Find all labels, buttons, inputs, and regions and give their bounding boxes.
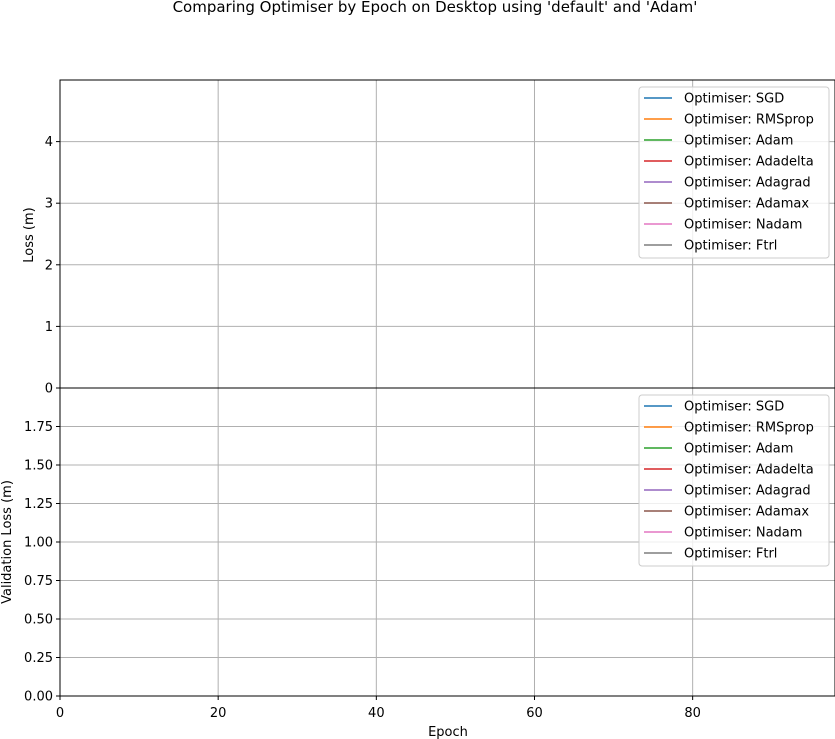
validation-loss-y-tick-label: 0.25 bbox=[24, 651, 53, 666]
validation-loss-legend-label: Optimiser: Adadelta bbox=[684, 463, 814, 478]
loss-y-ticks: 0 1 2 3 4 bbox=[45, 135, 60, 396]
x-tick-label: 60 bbox=[526, 706, 543, 721]
validation-loss-legend-label: Optimiser: Adam bbox=[684, 442, 793, 457]
validation-loss-y-tick-label: 0.75 bbox=[24, 574, 53, 589]
validation-loss-y-tick-label: 1.50 bbox=[24, 459, 53, 474]
loss-y-label: Loss (m) bbox=[22, 207, 37, 262]
validation-loss-legend-label: Optimiser: Adagrad bbox=[684, 484, 811, 499]
chart-title: Comparing Optimiser by Epoch on Desktop … bbox=[173, 0, 698, 16]
loss-legend-label: Optimiser: Ftrl bbox=[684, 239, 777, 254]
loss-legend-label: Optimiser: SGD bbox=[684, 92, 784, 107]
validation-loss-y-label: Validation Loss (m) bbox=[0, 480, 15, 604]
validation-loss-legend-label: Optimiser: Nadam bbox=[684, 526, 802, 541]
x-tick-label: 40 bbox=[368, 706, 385, 721]
loss-legend-label: Optimiser: Adamax bbox=[684, 197, 809, 212]
loss-legend-label: Optimiser: Adam bbox=[684, 134, 793, 149]
loss-legend-label: Optimiser: RMSprop bbox=[684, 113, 814, 128]
x-tick-label: 20 bbox=[210, 706, 227, 721]
loss-y-tick-label: 4 bbox=[45, 135, 53, 150]
loss-legend[interactable]: Optimiser: SGD Optimiser: RMSprop Optimise… bbox=[639, 87, 829, 258]
validation-loss-y-tick-label: 1.00 bbox=[24, 536, 53, 551]
loss-legend-label: Optimiser: Adagrad bbox=[684, 176, 811, 191]
loss-legend-label: Optimiser: Adadelta bbox=[684, 155, 814, 170]
validation-loss-y-tick-label: 0.00 bbox=[24, 690, 53, 705]
loss-y-tick-label: 0 bbox=[45, 382, 53, 397]
loss-y-tick-label: 2 bbox=[45, 258, 53, 273]
loss-y-tick-label: 3 bbox=[45, 197, 53, 212]
validation-loss-y-tick-label: 1.25 bbox=[24, 497, 53, 512]
x-tick-label: 80 bbox=[684, 706, 701, 721]
validation-loss-y-tick-label: 1.75 bbox=[24, 420, 53, 435]
x-axis-label: Epoch bbox=[428, 725, 468, 739]
loss-y-tick-label: 1 bbox=[45, 320, 53, 335]
validation-loss-legend-label: Optimiser: SGD bbox=[684, 400, 784, 415]
validation-loss-legend[interactable]: Optimiser: SGD Optimiser: RMSprop Optimise… bbox=[639, 395, 829, 566]
x-tick-label: 0 bbox=[56, 706, 64, 721]
validation-loss-y-tick-label: 0.50 bbox=[24, 613, 53, 628]
loss-legend-label: Optimiser: Nadam bbox=[684, 218, 802, 233]
validation-loss-y-ticks: 0.00 0.25 0.50 0.75 1.00 1.25 1.50 1.75 bbox=[24, 420, 60, 705]
validation-loss-legend-label: Optimiser: Ftrl bbox=[684, 547, 777, 562]
x-ticks: 0 20 40 60 80 bbox=[56, 696, 701, 721]
validation-loss-legend-label: Optimiser: Adamax bbox=[684, 505, 809, 520]
validation-loss-panel: 0.00 0.25 0.50 0.75 1.00 1.25 1.50 1.75 Validat… bbox=[0, 388, 835, 705]
validation-loss-legend-label: Optimiser: RMSprop bbox=[684, 421, 814, 436]
